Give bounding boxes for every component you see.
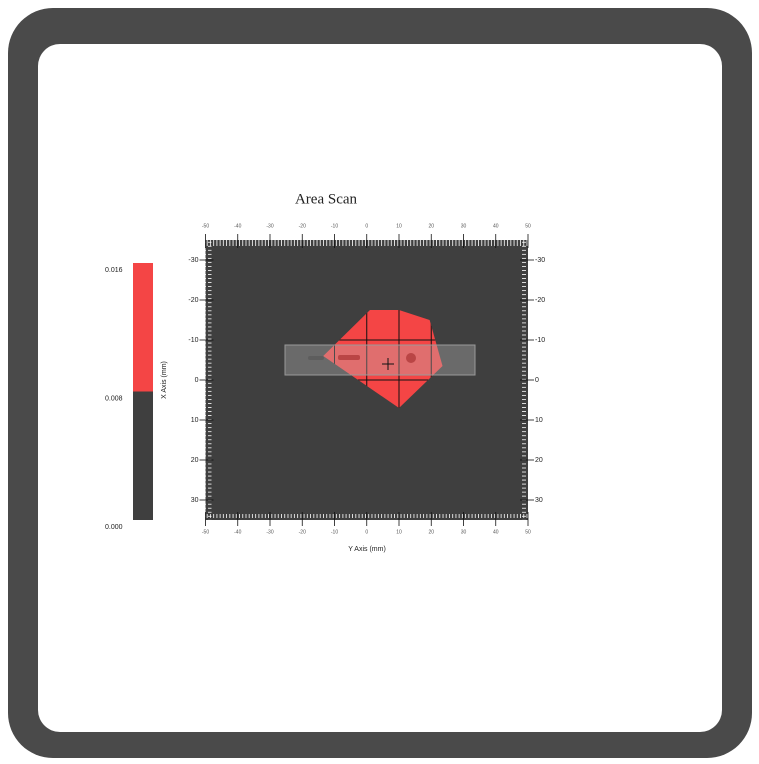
x-tick-label: 30 (461, 529, 467, 535)
y-tick-label: -10 (535, 337, 545, 344)
x-tick-label: -30 (266, 529, 273, 535)
x-tick-label: 0 (365, 223, 368, 229)
x-tick-label: 30 (461, 223, 467, 229)
y-tick-label: 10 (535, 417, 543, 424)
y-tick-label: 10 (191, 417, 199, 424)
y-tick-label: 30 (191, 497, 199, 504)
x-tick-label: -40 (234, 529, 241, 535)
x-tick-label: -30 (266, 223, 273, 229)
x-tick-label: 10 (396, 529, 402, 535)
x-tick-label: 50 (525, 223, 531, 229)
x-tick-label: 40 (493, 223, 499, 229)
specimen-mark (406, 353, 416, 363)
x-tick-label: 20 (428, 223, 434, 229)
x-tick-label: -50 (202, 529, 209, 535)
y-tick-label: 30 (535, 497, 543, 504)
y-tick-label: -20 (188, 297, 198, 304)
x-tick-label: -10 (331, 223, 338, 229)
colorbar-band (133, 391, 153, 520)
colorbar-tick-label: 0.016 (105, 267, 123, 274)
x-tick-label: -50 (202, 223, 209, 229)
x-tick-label: 20 (428, 529, 434, 535)
y-tick-label: -20 (535, 297, 545, 304)
y-axis-label: X Axis (mm) (161, 361, 168, 399)
x-tick-label: -20 (299, 529, 306, 535)
specimen-mark (338, 355, 360, 360)
y-tick-label: 0 (535, 377, 539, 384)
y-tick-label: -30 (188, 257, 198, 264)
x-tick-label: -40 (234, 223, 241, 229)
x-tick-label: 0 (365, 529, 368, 535)
x-tick-label: 40 (493, 529, 499, 535)
y-tick-label: 0 (195, 377, 199, 384)
x-tick-label: 50 (525, 529, 531, 535)
x-axis-label: Y Axis (mm) (348, 546, 386, 553)
y-tick-label: 20 (191, 457, 199, 464)
scan-region (323, 310, 443, 408)
y-tick-label: 20 (535, 457, 543, 464)
chart-title: Area Scan (295, 191, 358, 207)
x-tick-label: -10 (331, 529, 338, 535)
colorbar-tick-label: 0.008 (105, 395, 123, 402)
x-tick-label: 10 (396, 223, 402, 229)
y-tick-label: -30 (535, 257, 545, 264)
colorbar-band (133, 263, 153, 392)
y-tick-label: -10 (188, 337, 198, 344)
specimen-mark (308, 356, 324, 360)
colorbar-tick-label: 0.000 (105, 524, 123, 531)
x-tick-label: -20 (299, 223, 306, 229)
